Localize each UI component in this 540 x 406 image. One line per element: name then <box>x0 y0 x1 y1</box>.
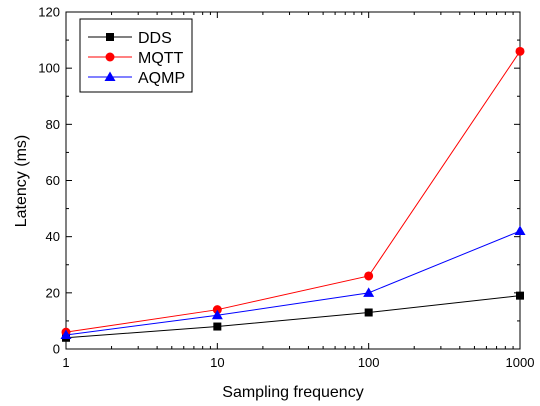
legend-label-dds: DDS <box>138 30 172 47</box>
data-point-dds <box>364 308 373 317</box>
y-tick-label: 40 <box>46 229 60 244</box>
legend-label-aqmp: AQMP <box>138 70 185 87</box>
data-point-dds <box>213 322 222 331</box>
data-point-mqtt <box>364 271 374 281</box>
legend-marker-dds <box>106 33 114 41</box>
legend: DDS MQTT AQMP <box>79 18 193 93</box>
x-axis-ticks: 1 10 100 1000 <box>62 12 534 370</box>
data-point-aqmp <box>60 329 72 339</box>
y-axis-ticks: 0 20 40 60 80 100 120 <box>38 5 520 357</box>
y-tick-label: 20 <box>46 285 60 300</box>
series-line-mqtt <box>65 51 521 333</box>
y-tick-label: 120 <box>38 5 60 20</box>
legend-marker-aqmp <box>104 71 116 81</box>
data-point-mqtt <box>212 305 222 315</box>
y-tick-label: 0 <box>53 342 60 357</box>
x-tick-label: 10 <box>210 355 224 370</box>
y-tick-label: 60 <box>46 173 60 188</box>
legend-label-mqtt: MQTT <box>138 50 184 67</box>
y-tick-label: 80 <box>46 117 60 132</box>
series-line-aqmp <box>65 230 521 336</box>
x-tick-label: 100 <box>358 355 380 370</box>
legend-box <box>79 18 193 93</box>
data-point-aqmp <box>363 287 375 297</box>
data-point-dds <box>516 291 524 300</box>
series-line-dds <box>65 295 521 339</box>
data-point-aqmp <box>514 225 526 236</box>
data-point-aqmp <box>211 309 223 320</box>
x-tick-label: 1000 <box>506 355 535 370</box>
series-layer <box>60 46 526 342</box>
x-tick-label: 1 <box>62 355 69 370</box>
legend-marker-mqtt <box>105 52 115 62</box>
y-tick-label: 100 <box>38 61 60 76</box>
x-axis-label: Sampling frequency <box>222 384 363 401</box>
y-axis-label: Latency (ms) <box>13 135 30 227</box>
data-point-mqtt <box>515 46 525 56</box>
